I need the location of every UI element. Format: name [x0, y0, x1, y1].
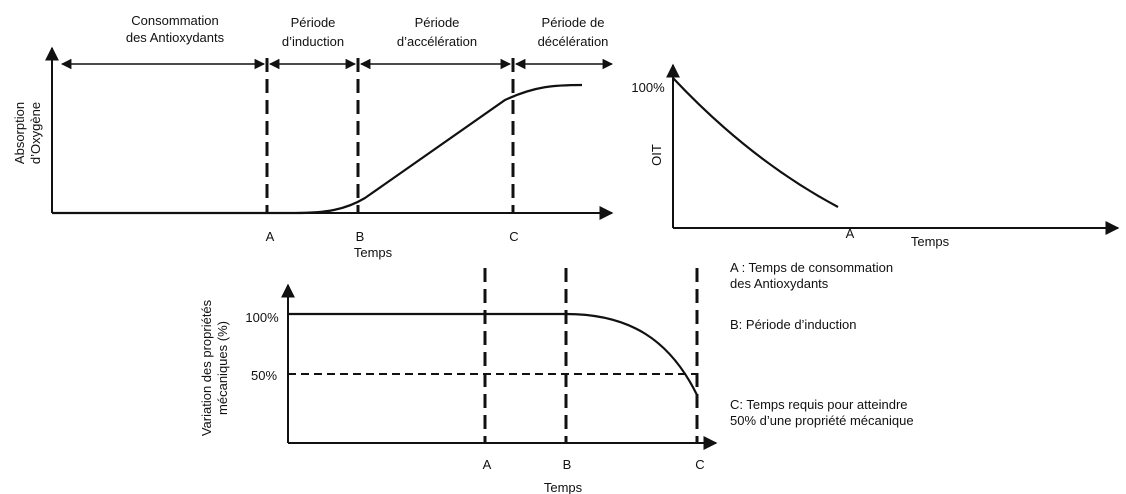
phase-label: des Antioxydants: [126, 30, 225, 45]
marker-label: B: [563, 457, 572, 472]
marker-label: A: [846, 226, 855, 241]
x-label: Temps: [911, 234, 950, 249]
legend-text: des Antioxydants: [730, 276, 829, 291]
legend: A : Temps de consommation des Antioxydan…: [730, 260, 914, 428]
legend-text: C: Temps requis pour atteindre: [730, 397, 908, 412]
panel-oxygen: Consommation des Antioxydants Période d’…: [12, 13, 614, 260]
phase-label: Consommation: [131, 13, 218, 28]
tick-label: 100%: [245, 310, 279, 325]
marker-label: B: [356, 229, 365, 244]
marker-label: C: [695, 457, 704, 472]
phase-label: Période: [415, 15, 460, 30]
phase-label: décélération: [538, 34, 609, 49]
legend-text: A : Temps de consommation: [730, 260, 893, 275]
marker-label: A: [483, 457, 492, 472]
x-label: Temps: [354, 245, 393, 260]
x-label: Temps: [544, 480, 583, 494]
y-label: Absorption: [12, 102, 27, 164]
phase-label: d’accélération: [397, 34, 477, 49]
y-label: d’Oxygène: [28, 102, 43, 164]
marker-label: C: [509, 229, 518, 244]
phase-label: d’induction: [282, 34, 344, 49]
marker-label: A: [266, 229, 275, 244]
panel-mechanical: 100% 50% Variation des propriétés mécani…: [199, 268, 718, 494]
y-label: Variation des propriétés: [199, 299, 214, 436]
curve: [52, 83, 583, 215]
tick-label: 50%: [251, 368, 277, 383]
y-label: mécaniques (%): [215, 321, 230, 415]
legend-text: B: Période d’induction: [730, 317, 856, 332]
curve: [288, 312, 698, 396]
tick-label: 100%: [631, 80, 665, 95]
panel-oit: 100% OIT A Temps: [631, 63, 1120, 249]
legend-text: 50% d’une propriété mécanique: [730, 413, 914, 428]
y-label: OIT: [649, 144, 664, 166]
phase-label: Période de: [542, 15, 605, 30]
curve: [672, 77, 839, 208]
phase-label: Période: [291, 15, 336, 30]
